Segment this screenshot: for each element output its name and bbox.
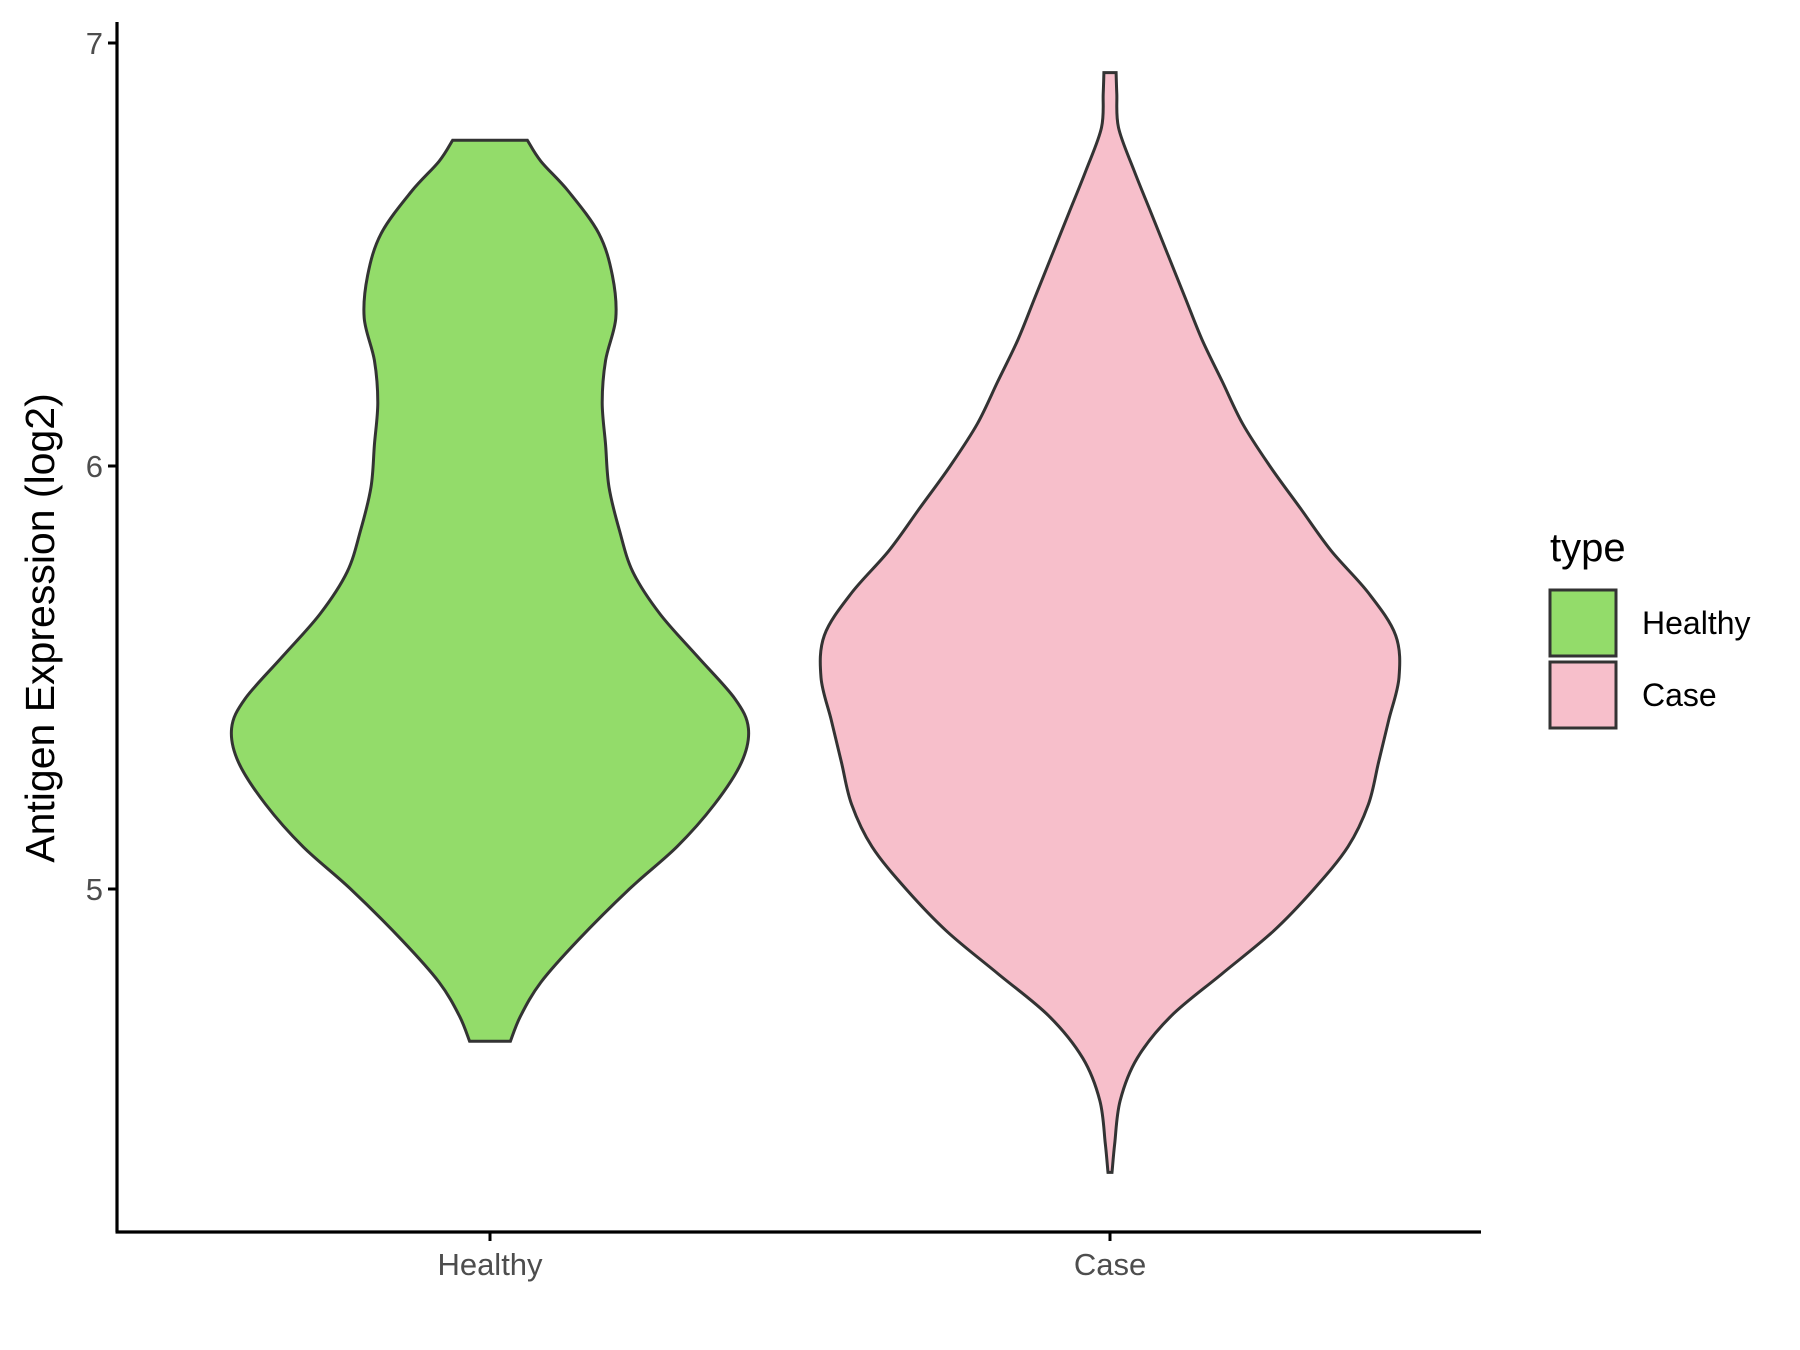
legend: type Healthy Case	[1548, 526, 1751, 730]
legend-label-case: Case	[1642, 677, 1717, 713]
legend-key-healthy	[1548, 588, 1618, 658]
y-axis-ticks: 5 6 7	[86, 26, 117, 907]
x-tick-label: Case	[1074, 1247, 1146, 1282]
y-axis-title: Antigen Expression (log2)	[17, 393, 63, 862]
violin-healthy	[229, 138, 751, 1043]
y-tick-label: 7	[86, 26, 103, 61]
legend-label-healthy: Healthy	[1642, 605, 1751, 641]
violins-layer	[229, 71, 1402, 1174]
legend-items: Healthy Case	[1548, 588, 1751, 730]
violin-case	[818, 71, 1402, 1174]
legend-title: type	[1550, 526, 1626, 570]
x-tick-label: Healthy	[437, 1247, 543, 1282]
x-axis-ticks: Healthy Case	[437, 1232, 1146, 1282]
y-tick-label: 5	[86, 872, 103, 907]
legend-key-case	[1548, 660, 1618, 730]
y-tick-label: 6	[86, 449, 103, 484]
